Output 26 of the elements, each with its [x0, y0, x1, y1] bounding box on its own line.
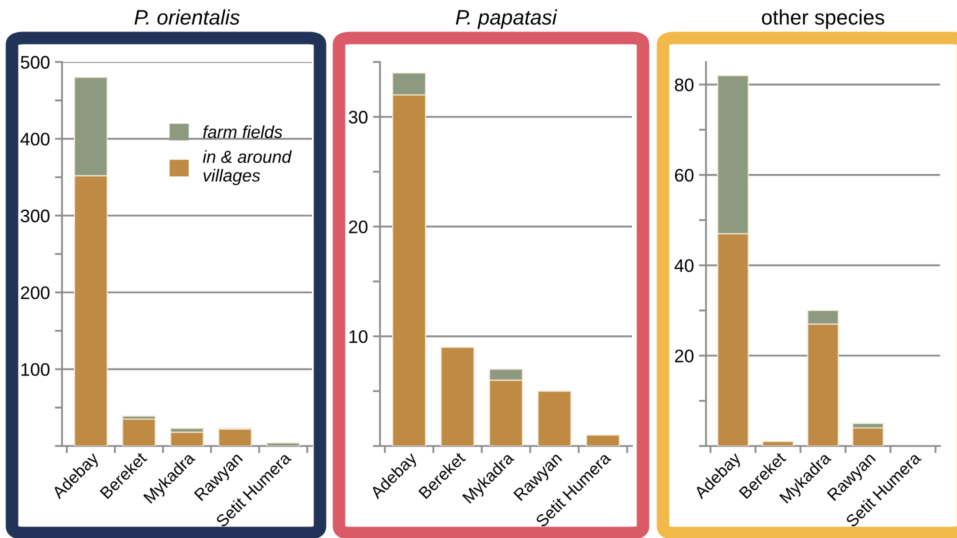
bar: [122, 418, 156, 446]
legend-label: farm fields: [203, 125, 282, 138]
bar: [170, 432, 204, 446]
y-tick-label: 40: [674, 259, 694, 272]
y-tick-label: 10: [349, 330, 368, 344]
y-tick-label: 20: [675, 350, 694, 362]
y-tick-label: 60: [675, 168, 694, 182]
chart-title: other species: [762, 9, 884, 29]
y-tick-label: 500: [20, 56, 50, 69]
bar: [266, 442, 300, 446]
chart-title: P. papatasi: [456, 9, 558, 29]
y-tick-label: 100: [21, 363, 50, 376]
y-tick-label: 20: [349, 220, 368, 234]
y-tick-label: 300: [20, 210, 50, 222]
y-tick-label: 400: [20, 132, 50, 146]
y-tick-label: 80: [674, 78, 694, 92]
legend-label: in & around villages: [202, 150, 292, 186]
y-tick-label: 30: [348, 110, 368, 124]
bar: [537, 390, 572, 446]
bar: [762, 440, 794, 446]
bar: [586, 434, 620, 446]
y-tick-label: 200: [20, 286, 50, 300]
chart-title: P. orientalis: [134, 9, 240, 25]
bar: [440, 346, 475, 446]
bar: [218, 428, 252, 446]
bar: [852, 427, 884, 446]
